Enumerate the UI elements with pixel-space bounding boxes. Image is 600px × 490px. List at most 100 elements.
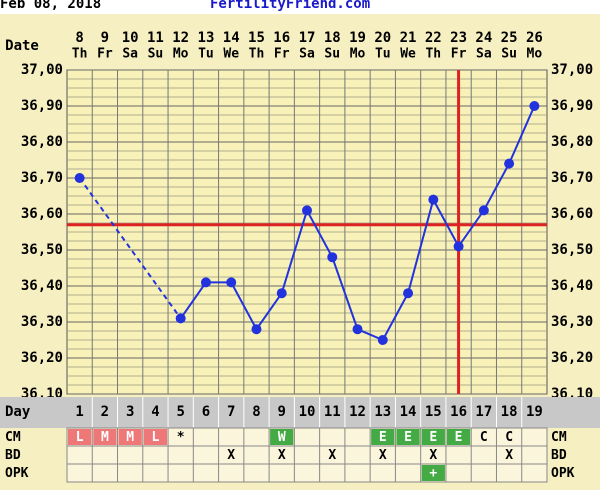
cell-text: E xyxy=(455,430,463,445)
row-label-right: OPK xyxy=(551,466,575,481)
cell-highlight xyxy=(421,465,445,481)
day-number: 11 xyxy=(324,404,341,420)
y-tick-label-right: 36,60 xyxy=(551,206,593,222)
weekday-label: Th xyxy=(249,47,265,62)
weekday-label: Tu xyxy=(198,47,214,62)
cell-highlight xyxy=(371,429,395,445)
cell-text: X xyxy=(429,448,437,463)
weekday-label: Fr xyxy=(274,47,290,62)
temperature-point xyxy=(251,324,262,335)
temperature-point xyxy=(74,173,85,183)
cell-highlight xyxy=(68,429,92,445)
y-tick-label: 36,90 xyxy=(21,98,63,114)
y-tick-label-right: 36,20 xyxy=(551,350,593,366)
temperature-point xyxy=(377,335,388,345)
cell-text: X xyxy=(379,448,387,463)
day-number: 19 xyxy=(526,404,543,420)
day-number: 1 xyxy=(75,404,83,420)
cell-text: E xyxy=(429,430,437,445)
row-label: CM xyxy=(5,430,21,445)
y-tick-label-right: 36,40 xyxy=(551,278,593,294)
cell-highlight xyxy=(143,429,168,445)
day-number: 3 xyxy=(126,404,134,420)
date-label-cell: 14 xyxy=(223,30,240,46)
temperature-point xyxy=(276,288,287,299)
weekday-label: We xyxy=(223,47,239,62)
cell-highlight xyxy=(118,429,142,445)
day-number: 18 xyxy=(501,404,518,420)
date-label-cell: 8 xyxy=(75,30,83,46)
date-label-cell: 16 xyxy=(273,30,290,46)
y-tick-label: 36,70 xyxy=(21,170,63,186)
y-tick-label: 36,30 xyxy=(21,314,63,330)
site-name: FertilityFriend.com xyxy=(210,0,370,12)
cell-highlight xyxy=(270,429,294,445)
row-label: BD xyxy=(5,448,21,463)
weekday-label: Mo xyxy=(173,47,189,62)
y-tick-label-right: 36,80 xyxy=(551,134,593,150)
cell-text: M xyxy=(101,430,109,445)
weekday-label: Mo xyxy=(350,47,366,62)
day-number: 13 xyxy=(374,404,391,420)
day-number: 7 xyxy=(227,404,235,420)
y-tick-label: 36,80 xyxy=(21,134,63,150)
date-label-cell: 18 xyxy=(324,30,341,46)
temperature-point xyxy=(352,324,363,335)
y-tick-label-right: 36,90 xyxy=(551,98,593,114)
cell-text: E xyxy=(379,430,387,445)
date-label-cell: 25 xyxy=(501,30,518,46)
date-label: Date xyxy=(5,38,39,54)
cell-text: C xyxy=(480,430,488,445)
weekday-label: Su xyxy=(324,47,340,62)
date-label-cell: 22 xyxy=(425,30,442,46)
weekday-label: Fr xyxy=(97,47,113,62)
y-tick-label-right: 36,30 xyxy=(551,314,593,330)
y-tick-label-right: 36,70 xyxy=(551,170,593,186)
temperature-point xyxy=(478,205,489,216)
cell-highlight xyxy=(93,429,117,445)
day-number: 14 xyxy=(400,404,417,420)
day-number: 12 xyxy=(349,404,366,420)
row-background xyxy=(66,445,548,465)
day-number: 16 xyxy=(450,404,467,420)
day-label: Day xyxy=(5,404,31,420)
weekday-label: Th xyxy=(72,47,88,62)
weekday-label: We xyxy=(400,47,416,62)
date-label-cell: 19 xyxy=(349,30,366,46)
cell-text: W xyxy=(278,430,286,445)
day-number: 15 xyxy=(425,404,442,420)
day-number: 2 xyxy=(101,404,109,420)
header-date: Feb 08, 2018 xyxy=(0,0,101,12)
row-label: OPK xyxy=(5,466,29,481)
day-row xyxy=(0,397,600,428)
row-label-right: BD xyxy=(551,448,567,463)
day-number: 17 xyxy=(475,404,492,420)
cell-highlight xyxy=(446,429,471,445)
date-label-cell: 15 xyxy=(248,30,265,46)
cell-text: E xyxy=(404,430,412,445)
row-background xyxy=(66,463,548,483)
weekday-label: Sa xyxy=(476,47,492,62)
y-tick-label-right: 36,50 xyxy=(551,242,593,258)
cell-text: C xyxy=(505,430,513,445)
day-number: 4 xyxy=(151,404,159,420)
date-label-cell: 21 xyxy=(400,30,417,46)
cell-text: * xyxy=(177,430,185,445)
temperature-point xyxy=(302,205,312,216)
y-tick-label: 36,40 xyxy=(21,278,63,294)
date-label-cell: 20 xyxy=(374,30,391,46)
cell-highlight xyxy=(421,429,445,445)
y-tick-label: 36,20 xyxy=(21,350,63,366)
weekday-label: Th xyxy=(425,47,441,62)
y-tick-label-right: 37,00 xyxy=(551,62,593,78)
cell-highlight xyxy=(396,429,420,445)
temperature-point xyxy=(175,313,186,324)
date-label-cell: 17 xyxy=(299,30,316,46)
cell-text: + xyxy=(429,466,437,481)
day-number: 5 xyxy=(176,404,184,420)
date-label-cell: 24 xyxy=(475,30,492,46)
cell-text: M xyxy=(126,430,134,445)
temperature-point xyxy=(529,101,540,111)
cell-text: X xyxy=(328,448,336,463)
